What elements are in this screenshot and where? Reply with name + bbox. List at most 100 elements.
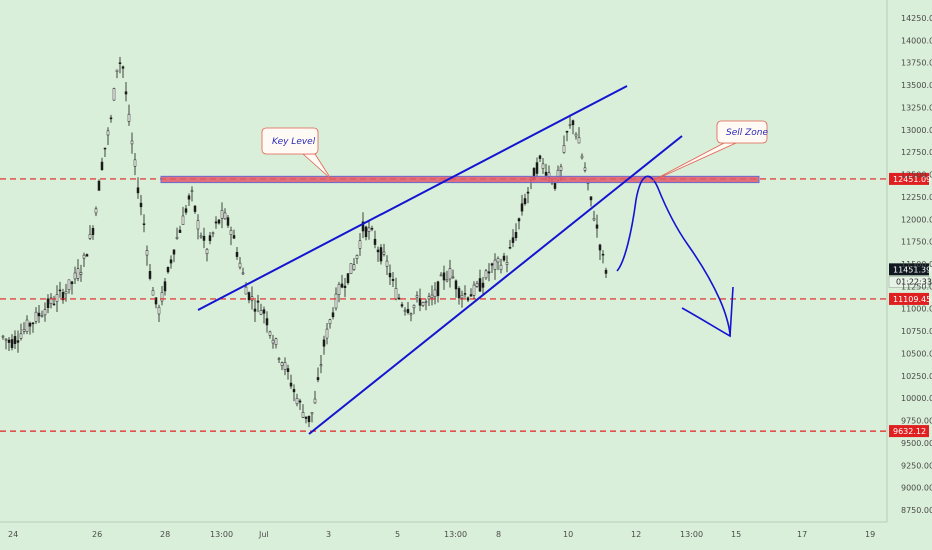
candle bbox=[148, 264, 152, 281]
candle bbox=[523, 193, 527, 206]
candle bbox=[595, 214, 599, 238]
candle bbox=[502, 252, 506, 262]
candle bbox=[271, 334, 275, 349]
candle bbox=[133, 153, 137, 176]
time-tick-label: 26 bbox=[92, 530, 102, 539]
candle bbox=[169, 255, 173, 269]
time-tick-label: 24 bbox=[8, 530, 18, 539]
candle bbox=[31, 322, 35, 333]
candle bbox=[310, 412, 314, 423]
candle bbox=[247, 291, 251, 304]
candle bbox=[205, 247, 209, 262]
candle bbox=[376, 246, 380, 262]
candle bbox=[55, 285, 59, 312]
drawings: Key Level Sell Zone bbox=[160, 85, 768, 435]
price-tick-label: 12250.00 bbox=[901, 193, 932, 202]
candle-body bbox=[454, 280, 458, 290]
candle bbox=[109, 114, 113, 123]
candle bbox=[352, 258, 356, 271]
candle-body bbox=[256, 300, 260, 303]
price-tick-label: 11000.00 bbox=[901, 305, 932, 314]
price-tick-label: 10500.00 bbox=[901, 349, 932, 358]
candle bbox=[184, 204, 188, 215]
candle bbox=[331, 307, 335, 320]
candle bbox=[571, 119, 575, 135]
countdown-badge bbox=[888, 276, 930, 288]
candle bbox=[82, 252, 86, 268]
candle bbox=[565, 130, 569, 142]
candle bbox=[181, 206, 185, 225]
candle bbox=[52, 295, 56, 306]
candle-body bbox=[523, 198, 527, 205]
candle-body bbox=[208, 235, 212, 241]
candle bbox=[562, 135, 566, 154]
candle-body bbox=[211, 232, 215, 235]
candle-body bbox=[103, 147, 107, 150]
candle-body bbox=[343, 285, 347, 288]
candle-body bbox=[139, 202, 143, 208]
candle-body bbox=[79, 272, 83, 275]
candle-body bbox=[61, 292, 65, 301]
candle-body bbox=[310, 412, 314, 415]
candle bbox=[166, 266, 170, 274]
candle bbox=[178, 225, 182, 233]
candle bbox=[388, 264, 392, 286]
candle-body bbox=[478, 278, 482, 292]
candle bbox=[34, 307, 38, 324]
candle bbox=[538, 154, 542, 162]
candle bbox=[163, 277, 167, 296]
candle bbox=[343, 278, 347, 298]
candle-body bbox=[490, 263, 494, 266]
candle bbox=[313, 390, 317, 404]
candle bbox=[448, 259, 452, 288]
candle bbox=[70, 280, 74, 295]
candle bbox=[43, 302, 47, 322]
candle-body bbox=[541, 163, 545, 169]
candle-body bbox=[226, 217, 230, 226]
candle bbox=[67, 279, 71, 294]
candle-body bbox=[469, 294, 473, 297]
candle bbox=[427, 292, 431, 307]
candle-body bbox=[280, 362, 284, 366]
candle-body bbox=[145, 250, 149, 256]
candle bbox=[298, 398, 302, 410]
candle bbox=[91, 225, 95, 240]
candle-body bbox=[286, 368, 290, 372]
candle bbox=[514, 223, 518, 241]
upper-trendline bbox=[197, 85, 628, 311]
candle-body bbox=[346, 273, 350, 284]
candle bbox=[421, 301, 425, 307]
time-tick-label: 3 bbox=[326, 530, 331, 539]
candle-body bbox=[43, 309, 47, 316]
candle-body bbox=[91, 228, 95, 235]
candle-body bbox=[259, 310, 263, 315]
candle-body bbox=[382, 251, 386, 255]
candle-body bbox=[334, 293, 338, 309]
candle-body bbox=[199, 235, 203, 238]
candle bbox=[433, 282, 437, 305]
candle bbox=[397, 293, 401, 300]
candle bbox=[484, 269, 488, 280]
candle bbox=[424, 299, 428, 311]
candle bbox=[238, 257, 242, 270]
candle bbox=[277, 356, 281, 363]
price-tick-label: 14000.00 bbox=[901, 36, 932, 45]
candle bbox=[235, 247, 239, 260]
candle bbox=[241, 267, 245, 275]
candle bbox=[25, 315, 29, 335]
candle bbox=[229, 226, 233, 246]
candle-body bbox=[391, 279, 395, 281]
candle-body bbox=[229, 230, 233, 235]
candle-body bbox=[58, 289, 62, 292]
level-badge-label: 12451.09 bbox=[893, 175, 931, 184]
candle-body bbox=[28, 322, 32, 327]
candle-body bbox=[307, 415, 311, 423]
callout-box bbox=[716, 120, 768, 144]
price-tick-label: 10250.00 bbox=[901, 372, 932, 381]
candle-body bbox=[7, 339, 11, 343]
price-tick-label: 10750.00 bbox=[901, 327, 932, 336]
candle bbox=[508, 239, 512, 250]
candle bbox=[526, 186, 530, 204]
